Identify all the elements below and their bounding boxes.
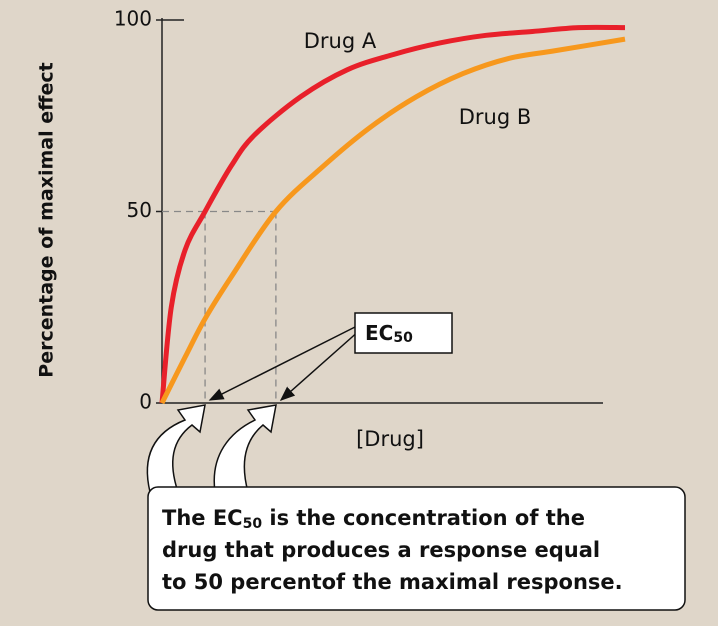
callout-arrow bbox=[146, 404, 206, 493]
series-label: Drug B bbox=[459, 105, 532, 129]
y-tick-label: 100 bbox=[114, 7, 152, 31]
series-label: Drug A bbox=[304, 29, 377, 53]
x-axis-label: [Drug] bbox=[356, 427, 424, 451]
y-axis-label: Percentage of maximal effect bbox=[36, 62, 58, 377]
note-text: to 50 percentof the maximal response. bbox=[162, 570, 623, 594]
note-line: drug that produces a response equal bbox=[162, 538, 600, 562]
note-line: to 50 percentof the maximal response. bbox=[162, 570, 623, 594]
note-text: The EC bbox=[162, 506, 243, 530]
ec50-arrow bbox=[208, 325, 358, 401]
y-tick-label: 0 bbox=[139, 390, 152, 414]
note-text: 50 bbox=[243, 516, 263, 532]
note-box bbox=[147, 486, 686, 611]
curve bbox=[159, 36, 626, 405]
note-text: is the concentration of the bbox=[262, 506, 585, 530]
ec50-arrow bbox=[279, 329, 361, 401]
note-text: drug that produces a response equal bbox=[162, 538, 600, 562]
ec50-main: EC bbox=[365, 321, 393, 345]
curve bbox=[159, 24, 626, 404]
y-tick-label: 50 bbox=[127, 198, 152, 222]
note-line: The EC50 is the concentration of the bbox=[162, 506, 585, 532]
ec50-box bbox=[354, 312, 453, 354]
ec50-label: EC50 bbox=[365, 321, 413, 347]
callout-arrow bbox=[213, 404, 277, 493]
ec50-sub: 50 bbox=[393, 330, 413, 346]
